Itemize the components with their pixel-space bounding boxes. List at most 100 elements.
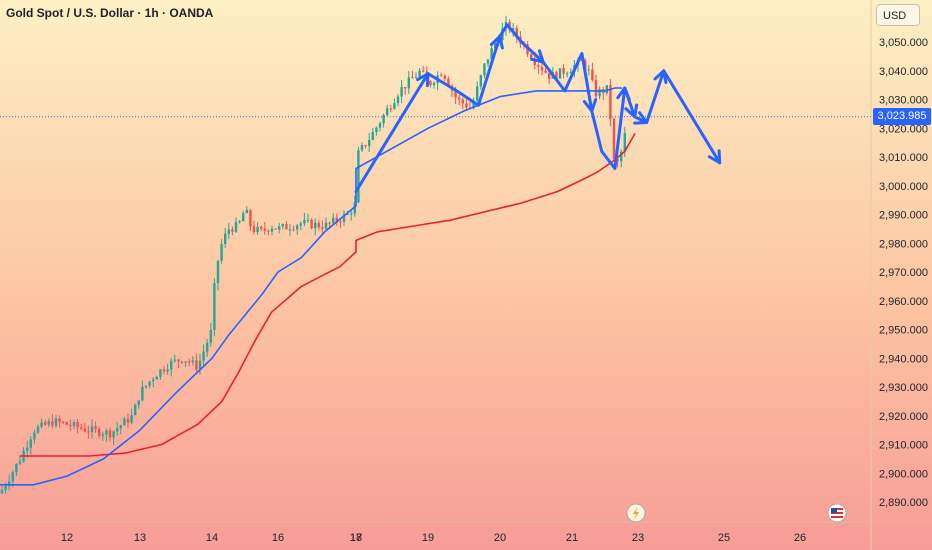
candle <box>299 221 302 231</box>
candle <box>152 377 155 388</box>
y-tick-label: 3,030.000 <box>879 95 928 107</box>
candle <box>36 424 40 434</box>
candle <box>0 485 4 495</box>
candle <box>83 423 86 433</box>
y-tick-label: 2,970.000 <box>879 267 928 279</box>
candle <box>612 117 616 162</box>
lightning-icon[interactable] <box>626 503 646 523</box>
y-tick-label: 2,960.000 <box>879 296 928 308</box>
candle <box>321 220 324 234</box>
candle <box>310 218 313 230</box>
candle <box>591 62 594 82</box>
candle <box>562 63 565 79</box>
x-tick-label: 26 <box>794 532 806 544</box>
us-flag-icon[interactable] <box>827 503 847 523</box>
candle <box>206 339 209 357</box>
y-tick-label: 2,900.000 <box>879 468 928 480</box>
arrow-segment <box>662 69 722 165</box>
candle <box>173 354 176 363</box>
candle <box>166 363 169 375</box>
price-axis[interactable]: 3,050.000 3,040.000 3,030.000 3,020.000 3,01… <box>879 37 928 509</box>
candle <box>407 71 410 94</box>
candle <box>476 81 479 102</box>
candle <box>119 424 122 435</box>
x-tick-label: 12 <box>61 532 73 544</box>
candle <box>216 260 220 291</box>
candle <box>292 225 295 232</box>
candle <box>188 358 191 367</box>
candle <box>202 344 205 368</box>
candle <box>72 419 76 430</box>
candle <box>213 278 216 337</box>
candle <box>198 353 202 375</box>
candle <box>411 70 414 79</box>
y-tick-label: 2,930.000 <box>879 382 928 394</box>
y-tick-label: 2,980.000 <box>879 238 928 250</box>
x-tick-label: 14 <box>206 532 218 544</box>
candle <box>267 229 270 236</box>
candle <box>404 87 407 95</box>
candle <box>76 418 79 434</box>
candle <box>490 45 493 60</box>
last-price-tag: 3,023.985 <box>873 108 931 126</box>
candle <box>126 413 130 428</box>
candle <box>252 220 256 235</box>
candle <box>209 323 212 347</box>
candle <box>479 74 482 90</box>
candle <box>220 239 223 264</box>
candle <box>288 223 292 236</box>
candle <box>303 212 306 227</box>
candle <box>317 220 320 230</box>
candle <box>339 218 342 228</box>
candle <box>378 121 382 132</box>
candle <box>461 97 464 110</box>
candle <box>26 440 29 459</box>
x-tick-label: 19 <box>422 532 434 544</box>
candle <box>180 360 184 364</box>
candle <box>40 418 43 429</box>
candle <box>242 210 245 222</box>
currency-selector[interactable]: USD <box>876 4 920 26</box>
y-tick-label: 2,920.000 <box>879 411 928 423</box>
candle <box>429 80 432 88</box>
candle <box>281 223 284 230</box>
candle <box>231 226 234 236</box>
candle <box>609 78 612 127</box>
candle <box>360 142 364 153</box>
candle <box>364 144 367 149</box>
x-tick-label: 20 <box>494 532 506 544</box>
candle <box>314 218 317 236</box>
y-tick-label: 2,990.000 <box>879 210 928 222</box>
candle <box>184 361 187 368</box>
candle <box>598 86 601 100</box>
candle <box>368 132 371 153</box>
candle <box>422 66 425 73</box>
candle <box>566 71 569 78</box>
y-tick-label: 2,890.000 <box>879 497 928 509</box>
candle <box>278 222 281 234</box>
candle <box>396 94 400 107</box>
candle <box>162 365 166 375</box>
candle <box>130 408 133 425</box>
candle <box>51 414 54 428</box>
candle <box>112 430 115 445</box>
arrow-segment <box>590 86 627 170</box>
ma-slow-line <box>19 133 636 457</box>
candle <box>18 456 22 465</box>
x-tick-label: 17 <box>350 532 362 544</box>
arrow-segment <box>623 86 637 119</box>
candle <box>69 419 72 431</box>
y-tick-label: 3,040.000 <box>879 66 928 78</box>
candle <box>80 423 83 431</box>
candle <box>375 126 378 136</box>
candle <box>101 431 104 441</box>
candle <box>33 429 36 444</box>
candle <box>29 436 32 455</box>
candle <box>116 421 119 436</box>
candle <box>371 127 374 141</box>
arrow-segment <box>498 23 545 64</box>
candle <box>382 113 385 128</box>
y-tick-label: 3,020.000 <box>879 123 928 135</box>
